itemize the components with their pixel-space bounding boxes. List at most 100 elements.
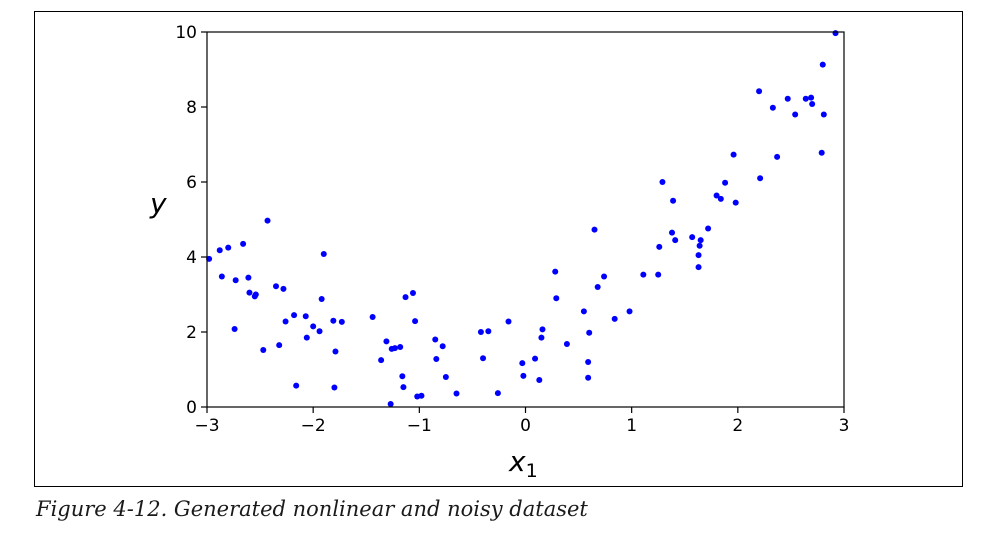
data-point	[402, 294, 409, 301]
data-point	[672, 237, 679, 244]
data-point	[580, 308, 587, 315]
data-point	[320, 251, 327, 257]
data-point	[601, 273, 608, 280]
data-point	[316, 328, 323, 335]
data-point	[246, 289, 253, 296]
data-point	[293, 382, 300, 389]
data-point	[453, 390, 460, 397]
data-point	[439, 343, 446, 350]
data-point	[689, 234, 696, 241]
x-tick-label: 3	[839, 416, 850, 436]
data-point	[232, 277, 239, 284]
data-point	[697, 237, 704, 244]
data-point	[705, 225, 712, 232]
data-point	[273, 283, 280, 290]
data-point	[391, 345, 398, 352]
data-point	[611, 315, 618, 322]
data-point	[656, 243, 663, 250]
y-axis-label: y	[149, 187, 167, 220]
data-point	[732, 199, 739, 206]
data-point	[695, 264, 702, 271]
data-point	[485, 328, 492, 335]
data-point	[594, 284, 601, 290]
data-point	[378, 357, 385, 364]
data-point	[331, 384, 338, 391]
data-point	[819, 61, 826, 68]
data-point	[418, 392, 425, 399]
data-point	[586, 329, 593, 336]
plot-area	[206, 31, 845, 408]
data-point	[552, 268, 559, 275]
data-point	[338, 318, 345, 325]
data-point	[218, 273, 225, 280]
data-point	[216, 247, 223, 254]
data-point	[291, 312, 298, 319]
data-point	[655, 271, 662, 278]
data-point	[659, 179, 666, 185]
x-axis-label: x1	[508, 445, 538, 482]
data-point	[696, 242, 703, 249]
x-tick-label: 1	[626, 416, 637, 436]
data-point	[264, 217, 271, 224]
y-tick-label: 0	[186, 398, 197, 418]
data-point	[757, 175, 764, 182]
data-point	[532, 355, 539, 362]
data-point	[670, 197, 677, 204]
data-point	[808, 94, 815, 101]
data-point	[722, 179, 729, 186]
data-point	[713, 192, 720, 199]
data-point	[332, 348, 339, 355]
data-point	[225, 244, 232, 251]
y-tick-label: 6	[186, 173, 197, 193]
data-point	[282, 318, 289, 325]
data-point	[591, 226, 598, 233]
data-point	[310, 323, 317, 330]
data-point	[369, 314, 376, 320]
data-point	[302, 313, 309, 320]
data-point	[669, 229, 676, 236]
data-point	[330, 317, 337, 324]
data-point	[536, 377, 543, 383]
data-point	[756, 88, 763, 95]
data-point	[412, 318, 419, 325]
data-point	[442, 374, 449, 380]
data-point	[231, 326, 238, 332]
data-point	[769, 104, 776, 111]
x-tick-label: −2	[301, 416, 326, 436]
data-point	[432, 336, 439, 343]
data-point	[626, 308, 633, 315]
data-point	[252, 291, 259, 298]
y-tick-label: 4	[186, 248, 197, 268]
data-points	[206, 30, 839, 407]
x-tick-label: 2	[732, 416, 743, 436]
figure-frame: −3 −2 −1 0 1 2 3 0 2 4 6 8 10 y x1	[34, 11, 963, 487]
data-point	[505, 318, 512, 325]
data-point	[409, 290, 416, 296]
data-point	[695, 252, 702, 259]
data-point	[539, 326, 546, 333]
axis-ticks	[201, 31, 845, 413]
x-tick-label: −3	[194, 416, 219, 436]
data-point	[280, 285, 287, 292]
data-point	[477, 329, 484, 335]
data-point	[553, 295, 560, 302]
x-axis-label-base: x	[508, 445, 526, 478]
data-point	[538, 334, 545, 341]
data-point	[585, 359, 592, 365]
x-axis-label-subscript: 1	[526, 460, 538, 482]
data-point	[809, 101, 816, 107]
data-point	[802, 95, 809, 102]
x-tick-label: 0	[520, 416, 531, 436]
data-point	[276, 342, 283, 349]
data-point	[303, 334, 310, 341]
data-point	[433, 356, 440, 362]
data-point	[206, 255, 213, 262]
data-point	[792, 111, 799, 118]
data-point	[245, 274, 252, 281]
data-point	[400, 384, 407, 391]
data-point	[730, 151, 737, 158]
data-point	[494, 390, 501, 397]
data-point	[563, 341, 570, 347]
data-point	[717, 195, 724, 202]
data-point	[397, 344, 404, 350]
